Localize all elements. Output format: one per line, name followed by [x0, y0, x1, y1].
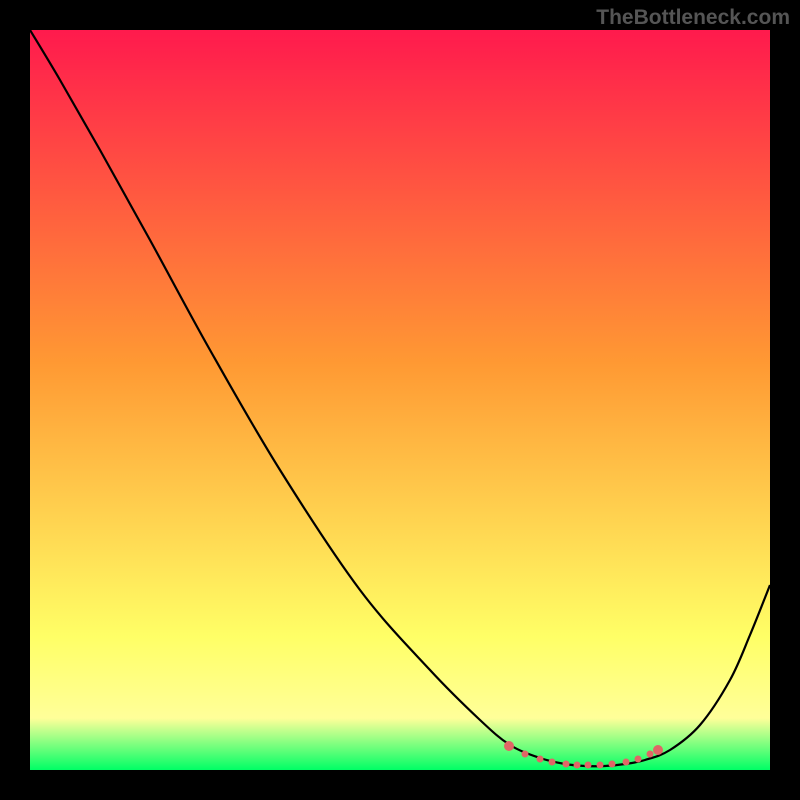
trough-dot: [537, 756, 544, 763]
trough-dot: [504, 741, 514, 751]
watermark-text: TheBottleneck.com: [596, 6, 790, 30]
trough-dot: [522, 751, 529, 758]
trough-dot: [549, 759, 556, 766]
trough-dot: [653, 745, 663, 755]
trough-dot: [597, 762, 604, 769]
trough-dot: [635, 756, 642, 763]
trough-dot: [574, 762, 581, 769]
gradient-background: [30, 30, 770, 770]
chart-container: TheBottleneck.com: [0, 0, 800, 800]
plot-area: [30, 30, 770, 770]
trough-dot: [563, 761, 570, 768]
chart-svg: [30, 30, 770, 770]
trough-dot: [609, 761, 616, 768]
trough-dot: [585, 762, 592, 769]
trough-dot: [647, 751, 654, 758]
trough-dot: [623, 759, 630, 766]
